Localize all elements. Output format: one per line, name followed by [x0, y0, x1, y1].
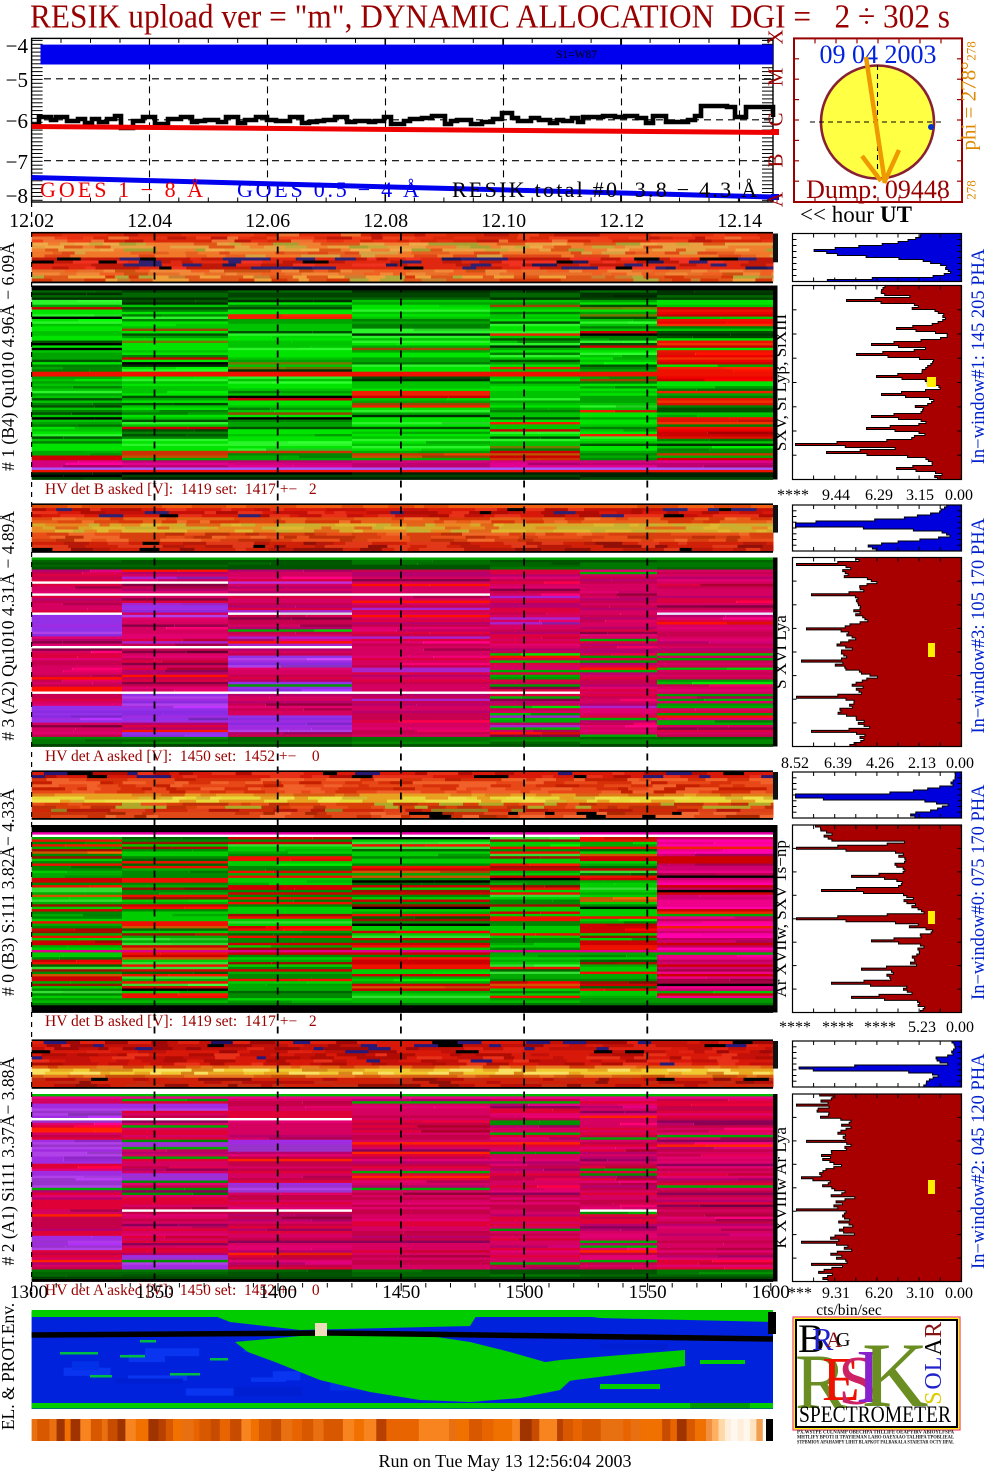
svg-text:<< hour: << hour — [800, 202, 874, 227]
svg-text:HV det A asked [V]: 1450 set:: HV det A asked [V]: 1450 set: 1452 +− 0 — [45, 748, 320, 765]
svg-text:2.13: 2.13 — [908, 755, 936, 772]
svg-text:****: **** — [779, 1019, 811, 1036]
svg-text:GOES 1 − 8 Å: GOES 1 − 8 Å — [40, 177, 203, 202]
svg-text:0.00: 0.00 — [946, 755, 974, 772]
svg-text:B: B — [764, 153, 788, 167]
svg-text:−6: −6 — [6, 109, 28, 133]
svg-text:S XVI Lya: S XVI Lya — [771, 615, 790, 689]
svg-text:−5: −5 — [6, 68, 28, 92]
svg-text:6.39: 6.39 — [824, 755, 852, 772]
svg-text:0.00: 0.00 — [946, 1019, 974, 1036]
svg-text:5.23: 5.23 — [908, 1019, 936, 1036]
svg-text:4.26: 4.26 — [866, 755, 894, 772]
svg-text:12.02: 12.02 — [9, 210, 54, 232]
svg-text:A: A — [764, 191, 788, 207]
svg-text:−4: −4 — [6, 34, 29, 58]
svg-text:−7: −7 — [6, 150, 28, 174]
svg-text:12.12: 12.12 — [599, 210, 644, 232]
svg-text:HV det B asked [V]: 1419 set:: HV det B asked [V]: 1419 set: 1417 +− 2 — [45, 481, 317, 498]
svg-text:12.08: 12.08 — [363, 210, 408, 232]
svg-text:****: **** — [864, 1019, 896, 1036]
svg-text:278: 278 — [964, 41, 979, 61]
svg-text:****: **** — [822, 1019, 854, 1036]
svg-text:8.52: 8.52 — [781, 755, 809, 772]
svg-text:12.10: 12.10 — [481, 210, 526, 232]
svg-text:HV det B asked [V]: 1419 set:: HV det B asked [V]: 1419 set: 1417 +− 2 — [45, 1013, 317, 1030]
svg-text:12.14: 12.14 — [717, 210, 762, 232]
svg-text:12.04: 12.04 — [127, 210, 172, 232]
svg-text:# 3 (A2) Qu1010 4.31Å − 4.89Å: # 3 (A2) Qu1010 4.31Å − 4.89Å — [0, 511, 18, 741]
svg-text:−8: −8 — [6, 184, 28, 208]
svg-text:278: 278 — [964, 180, 979, 200]
svg-text:M: M — [764, 67, 788, 86]
svg-text:RESIK upload ver = "m", DYNAMI: RESIK upload ver = "m", DYNAMIC ALLOCATI… — [30, 0, 950, 36]
svg-text:phi = 278°: phi = 278° — [957, 61, 981, 150]
svg-text:12.06: 12.06 — [245, 210, 290, 232]
svg-text:****: **** — [777, 487, 809, 504]
svg-text:9.44: 9.44 — [822, 487, 850, 504]
svg-text:In−window#1: 145 205 PHA: In−window#1: 145 205 PHA — [969, 248, 989, 464]
svg-text:6.29: 6.29 — [865, 487, 893, 504]
svg-text:SXV, Si Lyβ, SiXIII: SXV, Si Lyβ, SiXIII — [771, 314, 790, 452]
svg-text:09 04 2003: 09 04 2003 — [820, 40, 937, 69]
svg-text:S1=W87: S1=W87 — [556, 49, 597, 61]
svg-text:0.00: 0.00 — [945, 487, 973, 504]
svg-text:In−window#3: 105 170 PHA: In−window#3: 105 170 PHA — [969, 517, 989, 733]
svg-text:X: X — [764, 29, 788, 44]
svg-text:UT: UT — [880, 202, 912, 227]
svg-text:# 0 (B3) S:111 3.82Å− 4.33Å: # 0 (B3) S:111 3.82Å− 4.33Å — [0, 788, 18, 996]
svg-text:Ar XVIIw, SXV 1s−np: Ar XVIIw, SXV 1s−np — [771, 840, 790, 997]
svg-text:GOES 0.5 − 4 Å: GOES 0.5 − 4 Å — [237, 177, 419, 202]
svg-text:3.15: 3.15 — [906, 487, 934, 504]
svg-text:In−window#0: 075 170 PHA: In−window#0: 075 170 PHA — [969, 784, 989, 1000]
svg-text:C: C — [764, 112, 788, 126]
svg-text:Dump: 09448: Dump: 09448 — [806, 175, 950, 204]
svg-text:# 1 (B4) Qu1010 4.96Å − 6.09Å: # 1 (B4) Qu1010 4.96Å − 6.09Å — [0, 242, 18, 471]
